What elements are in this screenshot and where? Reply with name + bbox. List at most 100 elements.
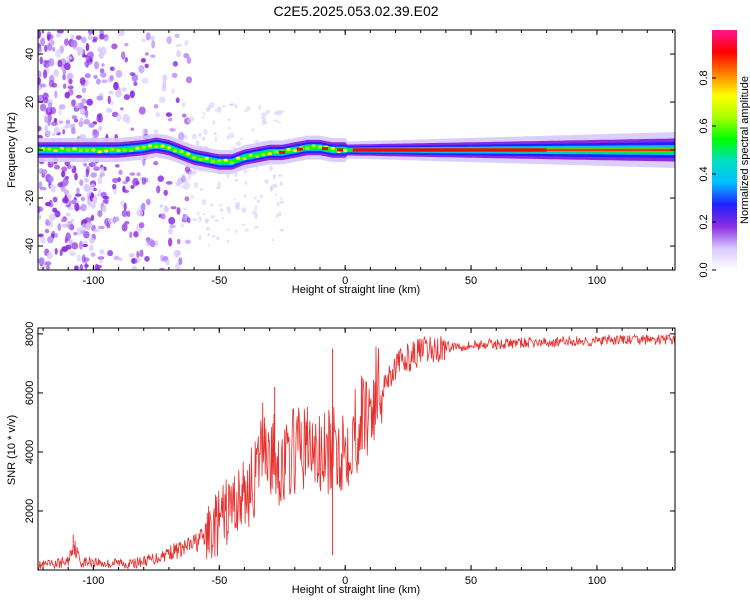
snr-y-tick-label: 2000 [24, 499, 36, 523]
spectrogram-speckle [192, 168, 197, 175]
snr-x-tick-label: 0 [342, 575, 348, 587]
spectrogram-speckle [176, 238, 181, 245]
spectrogram-speckle [38, 94, 44, 104]
spectrogram-blob [84, 148, 90, 152]
spectrogram-speckle [62, 74, 66, 81]
spectrogram-speckle [78, 120, 84, 128]
spectrogram-speckle [40, 37, 46, 47]
spectrogram-speckle [219, 208, 224, 213]
spectrogram-speckle [73, 118, 79, 123]
spectrogram-hot-spot [337, 148, 344, 152]
spectrogram-speckle [169, 224, 176, 229]
spectrogram-blob [53, 148, 58, 152]
spectrogram-speckle [261, 112, 266, 119]
spectrogram-speckle [79, 117, 83, 122]
spectrogram-panel: -100 -50 0 50 100 -40 -20 0 20 40 Height of strai… [6, 29, 676, 296]
spectrogram-speckle [67, 85, 74, 90]
spectrogram-speckle [79, 179, 84, 187]
spectrogram-speckle [48, 58, 55, 67]
spectrogram-speckle [57, 59, 63, 68]
spectrogram-speckle [227, 228, 230, 231]
spectrogram-speckle [75, 102, 80, 109]
spectrogram-speckle [187, 118, 191, 123]
spectrogram-speckle [65, 212, 72, 217]
spectrogram-blob [66, 148, 71, 152]
spectrogram-speckle [62, 177, 67, 186]
spectrogram-blob [128, 148, 134, 152]
spectrogram-blob [254, 154, 260, 158]
spectrogram-speckle [203, 128, 208, 135]
spectrogram-speckle [100, 72, 107, 78]
snr-x-tick-label: -100 [82, 575, 104, 587]
spectrogram-speckle [94, 267, 101, 270]
spectrogram-speckle [159, 204, 163, 208]
spectrogram-blob [122, 148, 128, 152]
spectrogram-speckle [197, 211, 200, 216]
spectrogram-speckle [93, 228, 101, 233]
spectrogram-speckle [167, 118, 173, 122]
spectrogram-speckle [56, 30, 64, 34]
spectrogram-speckle [46, 43, 53, 51]
spectrogram-speckle [174, 262, 181, 270]
spectrogram-speckle [168, 216, 176, 225]
spectrogram-speckle [114, 164, 120, 168]
spectrogram-speckle [80, 196, 86, 202]
spectrogram-speckle [46, 252, 54, 260]
spectrogram-speckle [64, 62, 71, 71]
spectrogram-speckle [55, 48, 62, 58]
spectrogram-speckle [272, 183, 278, 189]
spectrogram-speckle [156, 185, 161, 194]
spectrogram-speckle [226, 239, 230, 243]
spectrogram-speckle [59, 104, 66, 110]
spectrogram-speckle [124, 42, 129, 47]
spectrogram-speckle [61, 223, 68, 228]
spectrogram-speckle [276, 201, 280, 207]
spectrogram-speckle [38, 70, 42, 78]
spectrogram-speckle [234, 178, 239, 182]
snr-x-tick-label: 50 [465, 575, 477, 587]
spectrogram-speckle [237, 140, 241, 147]
spectrogram-y-tick-label: 20 [24, 96, 36, 108]
spectrogram-speckle [44, 228, 50, 234]
spectrogram-speckle [121, 223, 128, 232]
spectrogram-blob [217, 159, 222, 163]
spectrogram-speckle [176, 50, 182, 58]
spectrogram-speckle [48, 79, 55, 88]
spectrogram-speckle [81, 87, 87, 94]
spectrogram-speckle [38, 47, 43, 53]
spectrogram-speckle [96, 114, 102, 123]
spectrogram-speckle [181, 173, 186, 179]
snr-series-line [38, 333, 675, 570]
spectrogram-speckle [133, 81, 138, 87]
spectrogram-speckle [123, 189, 130, 194]
spectrogram-speckle [160, 254, 165, 262]
spectrogram-speckle [109, 74, 114, 82]
spectrogram-speckle [81, 223, 87, 231]
spectrogram-blob [47, 147, 52, 151]
spectrogram-speckle [38, 257, 45, 265]
spectrogram-speckle [101, 63, 105, 67]
spectrogram-speckle [80, 36, 87, 44]
spectrogram-speckle [178, 257, 183, 265]
colorbar-tick-label: 0.2 [698, 214, 710, 229]
spectrogram-speckle [79, 77, 86, 85]
spectrogram-speckle [121, 87, 127, 92]
spectrogram-speckle [180, 185, 185, 188]
spectrogram-speckle [235, 206, 240, 210]
spectrogram-speckle [94, 61, 100, 70]
spectrogram-hot-spot [279, 150, 286, 154]
spectrogram-speckle [213, 132, 217, 136]
colorbar-tick-label: 0.8 [698, 70, 710, 85]
spectrogram-blob [261, 153, 266, 157]
spectrogram-x-label: Height of straight line (km) [292, 284, 420, 296]
spectrogram-speckle [98, 51, 104, 59]
spectrogram-speckle [198, 235, 202, 241]
spectrogram-speckle [167, 237, 173, 247]
spectrogram-blob [198, 157, 203, 162]
spectrogram-speckle [44, 124, 48, 134]
spectrogram-speckle [162, 80, 167, 90]
spectrogram-speckle [51, 231, 56, 235]
spectrogram-speckle [136, 250, 140, 258]
spectrogram-speckle [216, 185, 221, 190]
